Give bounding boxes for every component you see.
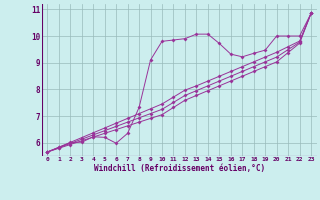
X-axis label: Windchill (Refroidissement éolien,°C): Windchill (Refroidissement éolien,°C)	[94, 164, 265, 173]
